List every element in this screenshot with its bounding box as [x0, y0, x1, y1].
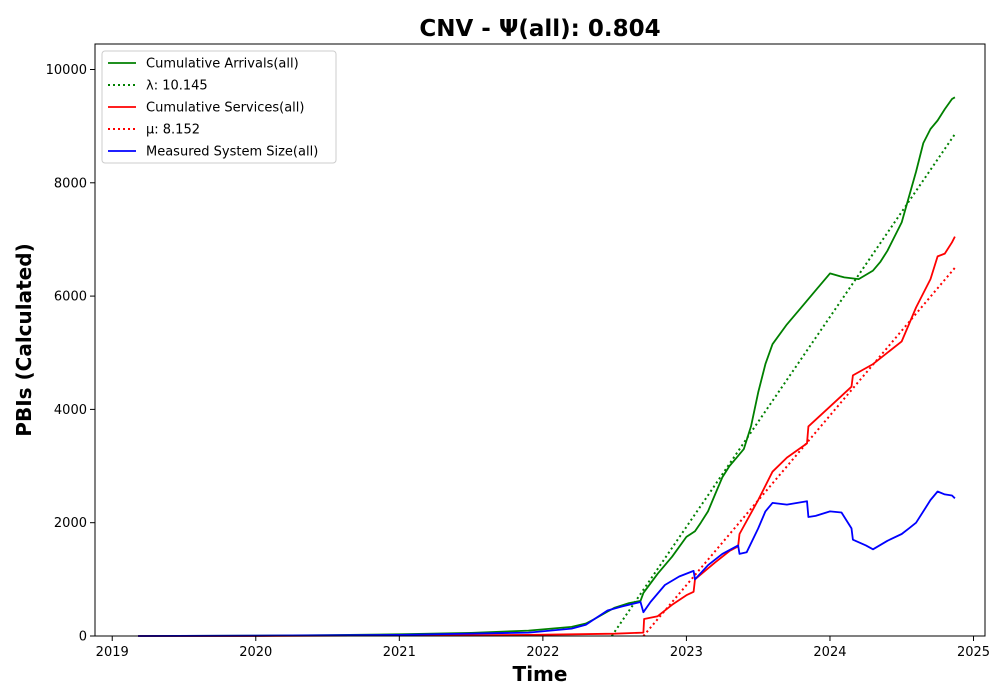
x-tick-label: 2020 — [239, 645, 272, 660]
series-line-8-152 — [642, 267, 956, 637]
series-line-cumulative-services-all — [138, 236, 956, 637]
plot-area — [138, 96, 956, 637]
plot-frame — [94, 43, 986, 637]
x-tick-label: 2019 — [96, 645, 129, 660]
legend-label: λ: 10.145 — [146, 79, 208, 94]
legend-box — [101, 50, 337, 164]
y-axis: 0 2000 4000 6000 8000 10000 — [46, 63, 95, 645]
series-line-cumulative-arrivals-all — [138, 96, 956, 637]
y-tick-label: 2000 — [54, 516, 87, 531]
x-tick-label: 2025 — [957, 645, 990, 660]
legend-label: μ: 8.152 — [146, 123, 200, 138]
y-tick-label: 8000 — [54, 176, 87, 191]
legend-label: Cumulative Services(all) — [146, 101, 304, 116]
x-axis-title: Time — [513, 662, 568, 686]
y-tick-label: 0 — [79, 630, 87, 645]
x-tick-label: 2023 — [670, 645, 703, 660]
x-axis: 2019 2020 2021 2022 2023 2024 2025 — [96, 636, 990, 660]
y-tick-label: 4000 — [54, 403, 87, 418]
series-line-10-145 — [610, 133, 956, 637]
y-axis-title: PBIs (Calculated) — [12, 243, 36, 436]
legend-label: Cumulative Arrivals(all) — [146, 57, 299, 72]
x-tick-label: 2021 — [383, 645, 416, 660]
chart-title: CNV - Ψ(all): 0.804 — [419, 16, 660, 42]
y-tick-label: 6000 — [54, 290, 87, 305]
legend-label: Measured System Size(all) — [146, 145, 318, 160]
series-line-measured-system-size-all — [138, 490, 956, 637]
legend: Cumulative Arrivals(all) λ: 10.145 Cumulat… — [101, 50, 337, 164]
x-tick-label: 2022 — [526, 645, 559, 660]
y-tick-label: 10000 — [46, 63, 87, 78]
x-tick-label: 2024 — [813, 645, 846, 660]
